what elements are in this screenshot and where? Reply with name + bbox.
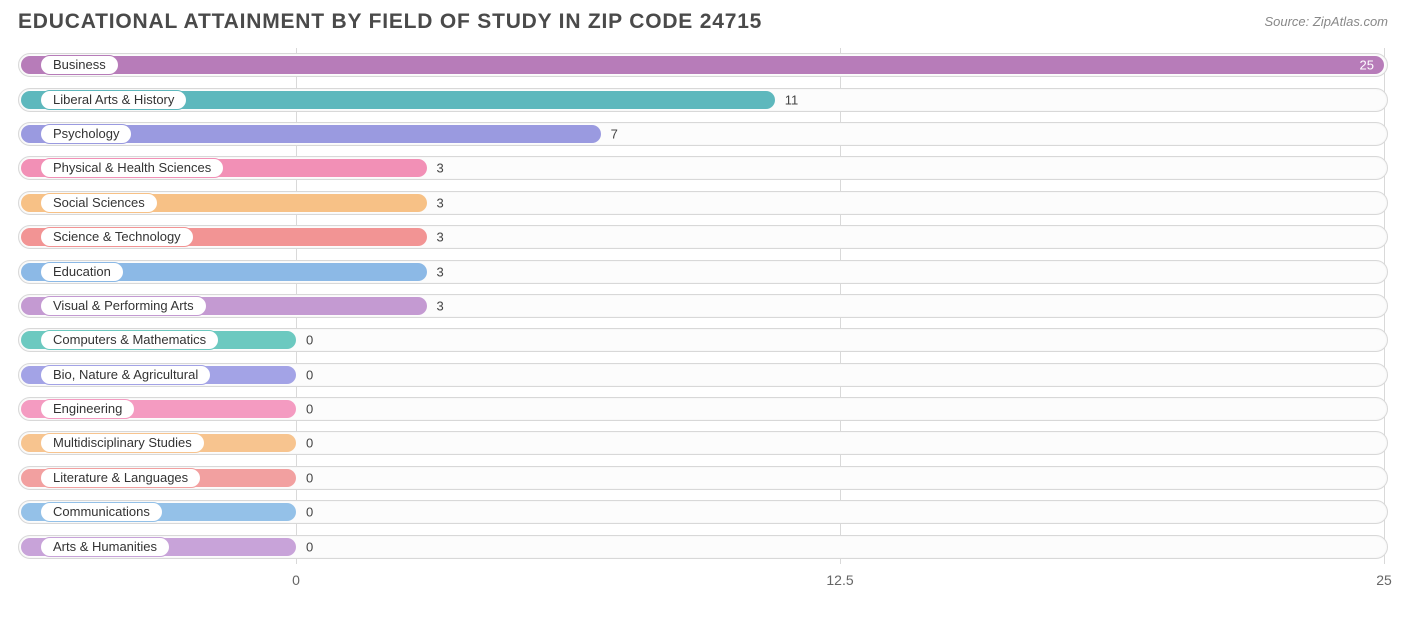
bar-row: Communications 0 [18, 495, 1388, 529]
category-label-pill: Engineering [40, 399, 135, 419]
chart-area: Business 25 Liberal Arts & History 11 Psycho… [0, 40, 1406, 598]
bar-row: Visual & Performing Arts 3 [18, 289, 1388, 323]
bar-value: 3 [437, 298, 444, 313]
bar-row: Arts & Humanities 0 [18, 529, 1388, 563]
bar-row: Business 25 [18, 48, 1388, 82]
x-axis: 012.525 [18, 568, 1388, 598]
bar-value: 3 [437, 195, 444, 210]
category-label-pill: Liberal Arts & History [40, 90, 187, 110]
bar-row: Social Sciences 3 [18, 186, 1388, 220]
chart-plot: Business 25 Liberal Arts & History 11 Psycho… [18, 48, 1388, 564]
bar-row: Psychology 7 [18, 117, 1388, 151]
category-label-pill: Communications [40, 502, 163, 522]
bar-row: Liberal Arts & History 11 [18, 82, 1388, 116]
bar-value: 3 [437, 230, 444, 245]
category-label-pill: Education [40, 262, 124, 282]
bar-row: Literature & Languages 0 [18, 461, 1388, 495]
category-label-pill: Social Sciences [40, 193, 158, 213]
bar-row: Multidisciplinary Studies 0 [18, 426, 1388, 460]
x-tick-label: 12.5 [826, 572, 853, 588]
bar-fill [21, 56, 1384, 74]
category-label-pill: Science & Technology [40, 227, 194, 247]
bar-row: Bio, Nature & Agricultural 0 [18, 358, 1388, 392]
bar-value: 0 [306, 436, 313, 451]
chart-header: EDUCATIONAL ATTAINMENT BY FIELD OF STUDY… [0, 0, 1406, 40]
bar-value: 0 [306, 470, 313, 485]
x-tick-label: 25 [1376, 572, 1392, 588]
chart-title: EDUCATIONAL ATTAINMENT BY FIELD OF STUDY… [18, 10, 762, 34]
bar-value: 0 [306, 402, 313, 417]
bar-value: 0 [306, 367, 313, 382]
bar-value: 3 [437, 264, 444, 279]
chart-source: Source: ZipAtlas.com [1264, 14, 1388, 29]
bar-value: 0 [306, 333, 313, 348]
bar-value: 0 [306, 505, 313, 520]
bar-row: Engineering 0 [18, 392, 1388, 426]
category-label-pill: Physical & Health Sciences [40, 158, 224, 178]
category-label-pill: Business [40, 55, 119, 75]
category-label-pill: Bio, Nature & Agricultural [40, 365, 211, 385]
category-label-pill: Literature & Languages [40, 468, 201, 488]
category-label-pill: Multidisciplinary Studies [40, 433, 205, 453]
category-label-pill: Computers & Mathematics [40, 330, 219, 350]
category-label-pill: Visual & Performing Arts [40, 296, 207, 316]
bar-value: 11 [785, 92, 799, 107]
bar-row: Computers & Mathematics 0 [18, 323, 1388, 357]
category-label-pill: Psychology [40, 124, 132, 144]
category-label-pill: Arts & Humanities [40, 537, 170, 557]
bar-value: 25 [1360, 58, 1374, 73]
bar-value: 0 [306, 539, 313, 554]
bar-row: Science & Technology 3 [18, 220, 1388, 254]
x-tick-label: 0 [292, 572, 300, 588]
bar-value: 7 [611, 126, 618, 141]
bar-row: Education 3 [18, 254, 1388, 288]
bar-row: Physical & Health Sciences 3 [18, 151, 1388, 185]
bar-value: 3 [437, 161, 444, 176]
